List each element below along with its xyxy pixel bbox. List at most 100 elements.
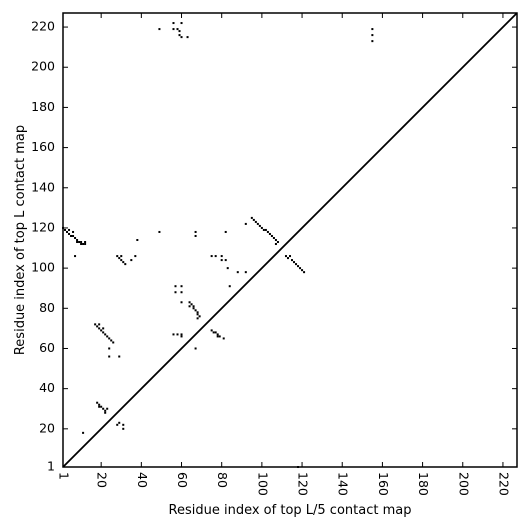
contact-point: [68, 228, 71, 231]
contact-point: [274, 243, 277, 246]
contact-point: [297, 265, 300, 268]
contact-point: [260, 226, 263, 229]
contact-point: [299, 267, 302, 270]
contact-point: [172, 22, 175, 25]
contact-point: [172, 333, 175, 336]
contact-point: [264, 228, 267, 231]
contact-point: [188, 301, 191, 304]
contact-point: [176, 333, 179, 336]
contact-point: [96, 401, 99, 404]
contact-point: [118, 257, 121, 260]
y-axis-title: Residue index of top L contact map: [13, 125, 28, 355]
contact-point: [66, 230, 69, 233]
contact-point: [174, 285, 177, 288]
contact-point: [120, 259, 123, 262]
x-tick-label: 100: [255, 472, 270, 496]
contact-point: [291, 259, 294, 262]
contact-point: [270, 234, 273, 237]
contact-point: [122, 423, 125, 426]
contact-point: [74, 236, 77, 239]
contact-point: [252, 218, 255, 221]
x-tick-label: 160: [376, 472, 391, 496]
contact-point: [192, 305, 195, 308]
contact-point: [74, 255, 77, 258]
contact-point: [371, 28, 374, 31]
contact-point: [224, 230, 227, 233]
x-tick-label: 1: [57, 472, 72, 480]
contact-point: [254, 220, 257, 223]
contact-point: [94, 323, 97, 326]
contact-point: [174, 291, 177, 294]
contact-point: [98, 327, 101, 330]
contact-point: [220, 259, 223, 262]
contact-point: [228, 285, 231, 288]
contact-point: [236, 271, 239, 274]
x-tick-label: 140: [336, 472, 351, 496]
x-tick-label: 40: [135, 472, 150, 488]
contact-point: [180, 333, 183, 336]
contact-point: [172, 28, 175, 31]
contact-point: [102, 331, 105, 334]
contact-point: [134, 255, 137, 258]
contact-point: [180, 22, 183, 25]
contact-point: [102, 327, 105, 330]
contact-point: [72, 234, 75, 237]
contact-point: [268, 232, 271, 235]
contact-point: [98, 323, 101, 326]
y-tick-label: 220: [31, 19, 55, 34]
contact-point: [212, 331, 215, 334]
contact-point: [188, 305, 191, 308]
contact-point: [224, 259, 227, 262]
y-tick-label: 40: [39, 380, 55, 395]
contact-point: [104, 409, 107, 412]
contact-point: [226, 267, 229, 270]
contact-point: [102, 407, 105, 410]
contact-point: [258, 224, 261, 227]
x-tick-label: 20: [95, 472, 110, 488]
contact-point: [371, 40, 374, 43]
contact-point: [118, 355, 121, 358]
contact-point: [118, 421, 121, 424]
contact-point: [112, 341, 115, 344]
diagonal-line: [62, 12, 518, 468]
contact-point: [106, 407, 109, 410]
contact-point: [72, 230, 75, 233]
x-tick-label: 180: [416, 472, 431, 496]
contact-point: [196, 313, 199, 316]
marks-layer: [62, 22, 374, 469]
contact-point: [250, 216, 253, 219]
contact-point: [122, 427, 125, 430]
contact-point: [68, 232, 71, 235]
contact-point: [180, 36, 183, 39]
contact-point: [218, 335, 221, 338]
contact-point: [262, 228, 265, 231]
contact-point: [284, 255, 287, 258]
contact-point: [180, 301, 183, 304]
contact-point: [100, 405, 103, 408]
contact-point: [214, 255, 217, 258]
contact-point: [158, 28, 161, 31]
contact-point: [272, 236, 275, 239]
contact-point: [371, 34, 374, 37]
contact-point: [84, 241, 87, 244]
contact-point: [303, 271, 306, 274]
contact-point: [196, 311, 199, 314]
contact-point: [194, 309, 197, 312]
x-tick-label: 80: [215, 472, 230, 488]
contact-point: [216, 333, 219, 336]
plot-frame: [62, 12, 518, 468]
contact-point: [194, 347, 197, 350]
y-tick-label: 180: [31, 99, 55, 114]
contact-point: [210, 329, 213, 332]
contact-point: [82, 243, 85, 246]
contact-point: [158, 230, 161, 233]
contact-point: [80, 243, 83, 246]
x-tick-label: 200: [456, 472, 471, 496]
contact-point: [76, 239, 79, 242]
contact-point: [108, 347, 111, 350]
contact-point: [70, 234, 73, 237]
contact-point: [106, 335, 109, 338]
contact-point: [100, 329, 103, 332]
